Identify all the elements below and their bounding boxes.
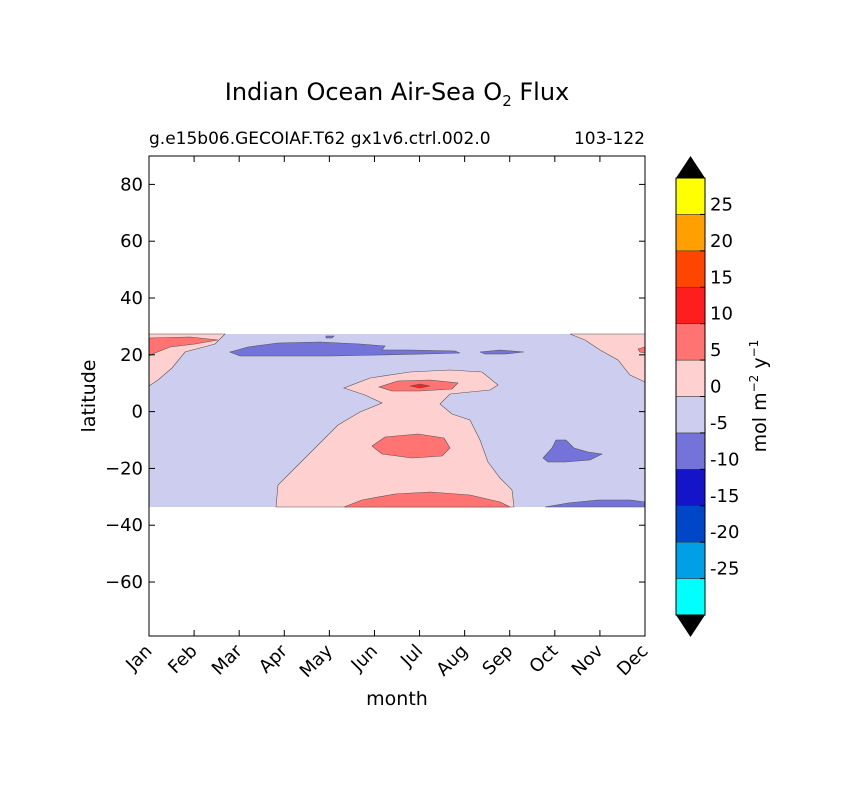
colorbar-tick-label: -25	[710, 559, 739, 580]
colorbar-tick-label: 0	[710, 377, 721, 398]
colorbar-segment	[675, 432, 706, 470]
x-tick-label: May	[296, 640, 337, 681]
y-tick-label: −40	[105, 515, 143, 536]
x-axis-label: month	[366, 688, 428, 710]
colorbar-segment	[675, 469, 706, 507]
x-tick-label: Aug	[432, 641, 472, 681]
colorbar: -25 -20 -15 -10 -5 0 5 10 15 20 25	[675, 156, 739, 637]
y-tick-label: −20	[105, 458, 143, 479]
chart-subtitle-left: g.e15b06.GECOIAF.T62 gx1v6.ctrl.002.0	[149, 129, 491, 149]
y-tick-label: 60	[120, 231, 143, 252]
x-tick-label: Sep	[478, 641, 517, 680]
y-axis: 80 60 40 20 0 −20 −40 −60	[105, 174, 645, 593]
x-tick-label: Jan	[121, 641, 156, 676]
colorbar-tick-label: 25	[710, 194, 733, 215]
contour-neg-north-band	[229, 341, 461, 357]
y-tick-label: −60	[105, 572, 143, 593]
plot-frame	[148, 155, 646, 637]
x-tick-label: Apr	[255, 640, 292, 677]
contour-neg-sep	[479, 349, 525, 355]
contour-neg-oct	[542, 439, 603, 463]
contour-neg-small-north	[325, 335, 335, 339]
colorbar-segment	[675, 287, 706, 324]
contour-pos-high-july	[409, 383, 431, 389]
chart-subtitle-right: 103-122	[574, 129, 645, 149]
colorbar-tick-label: 5	[710, 340, 721, 361]
colorbar-tick-label: -15	[710, 486, 739, 507]
colorbar-segment	[675, 250, 706, 288]
y-tick-label: 20	[120, 345, 143, 366]
x-tick-label: Mar	[208, 640, 247, 679]
colorbar-segment	[675, 541, 706, 579]
x-tick-label: Jun	[347, 641, 382, 676]
colorbar-segment	[675, 578, 706, 616]
colorbar-segment	[675, 177, 706, 215]
colorbar-tick-label: -20	[710, 522, 739, 543]
x-tick-label: Feb	[164, 641, 201, 678]
x-tick-label: Oct	[525, 641, 562, 678]
plot-area: Jan Feb Mar Apr May Jun Jul Aug Sep Oct Nov Dec 80 6…	[105, 155, 653, 682]
colorbar-extend-max	[676, 156, 705, 178]
colorbar-tick-label: 20	[710, 231, 733, 252]
y-tick-label: 40	[120, 288, 143, 309]
colorbar-tick-label: 15	[710, 267, 733, 288]
colorbar-tick-label: -10	[710, 449, 739, 470]
colorbar-label: mol m−2 y−1	[747, 340, 771, 453]
contour-pos-mid-north-west	[148, 336, 219, 357]
x-tick-label: Nov	[568, 640, 608, 680]
colorbar-segment	[675, 359, 706, 397]
x-tick-label: Dec	[613, 641, 652, 680]
y-tick-label: 80	[120, 174, 143, 195]
contour-pos-mid-south	[371, 433, 451, 459]
colorbar-segment	[675, 396, 706, 434]
colorbar-segment	[675, 505, 706, 543]
chart-title: Indian Ocean Air-Sea O2 Flux	[225, 78, 570, 110]
x-tick-label: Jul	[396, 641, 427, 672]
contour-pos-mid-southern-edge	[343, 491, 511, 508]
colorbar-segment	[675, 214, 706, 252]
y-axis-label: latitude	[78, 360, 100, 433]
contour-field	[148, 333, 646, 508]
colorbar-segment	[675, 323, 706, 361]
colorbar-tick-label: 10	[710, 304, 733, 325]
y-tick-label: 0	[132, 402, 143, 423]
colorbar-extend-min	[676, 615, 705, 637]
colorbar-tick-label: -5	[710, 413, 728, 434]
